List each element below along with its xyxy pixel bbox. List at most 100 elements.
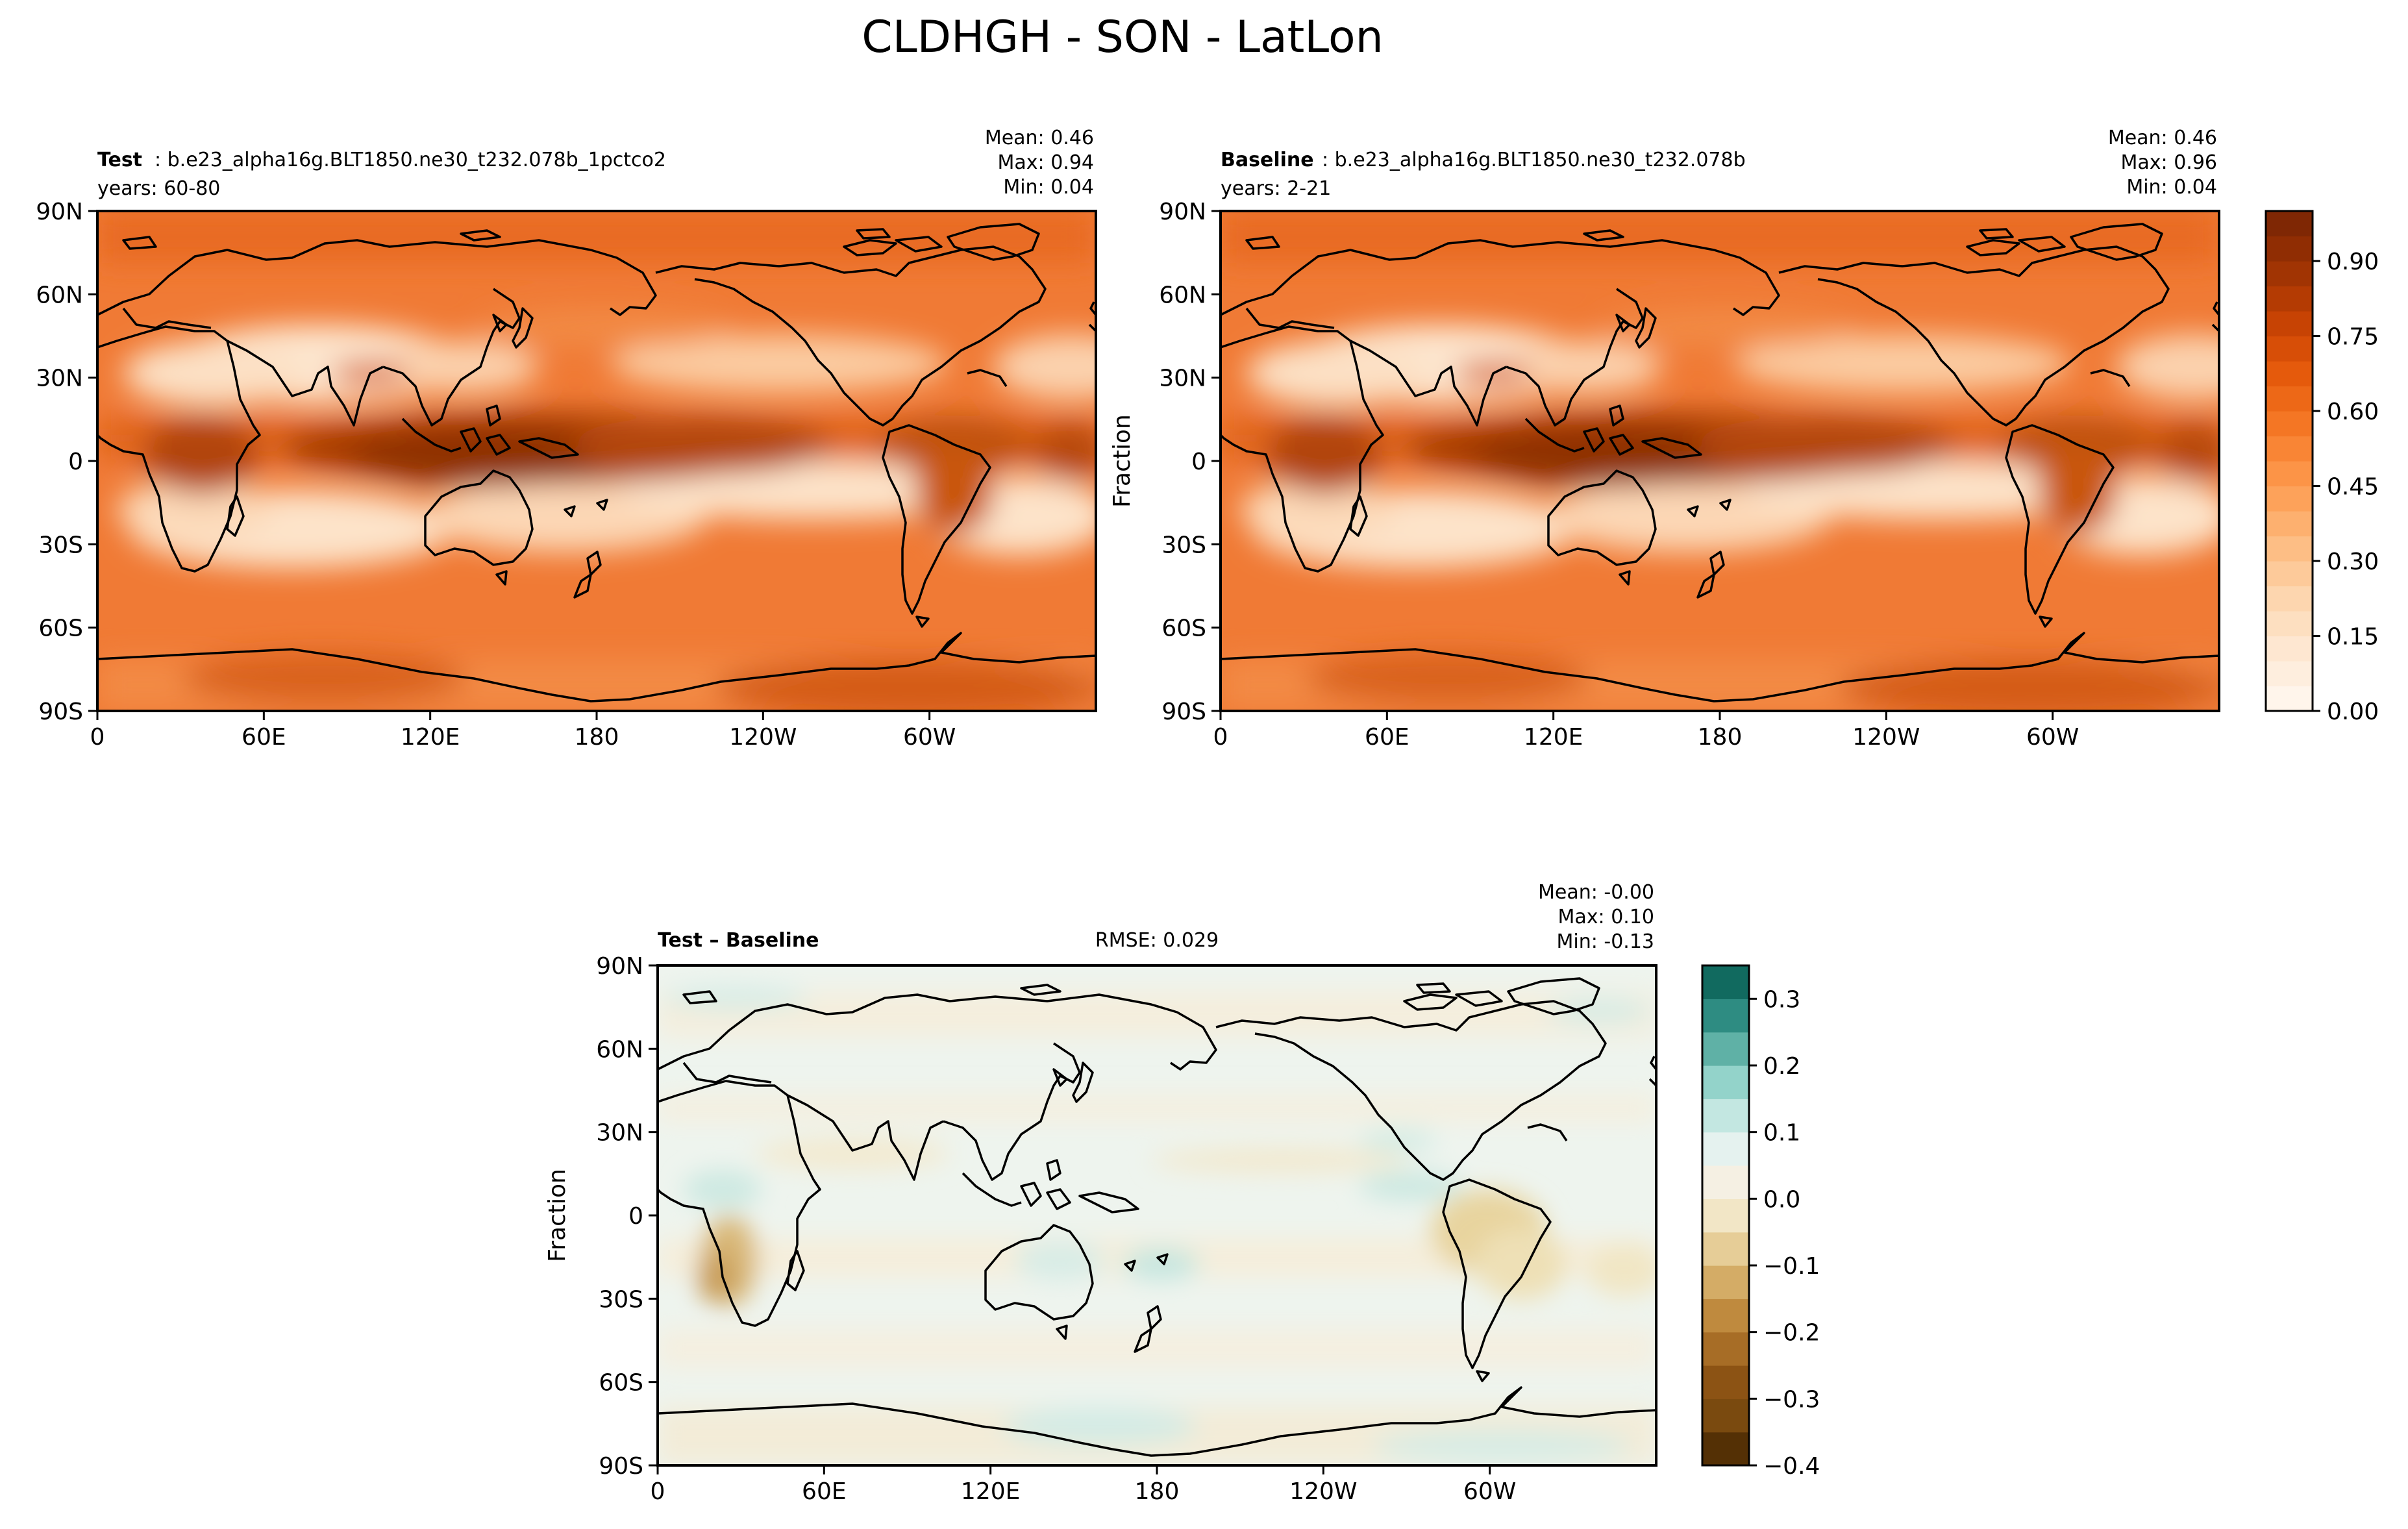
colorbar-oranges-level (2266, 686, 2313, 712)
panel-diff-xtick-label: 180 (1135, 1478, 1180, 1505)
colorbar-brbg-level (1702, 1299, 1749, 1333)
colorbar-oranges-level (2266, 661, 2313, 687)
panel-test-years: years: 60-80 (97, 177, 220, 200)
panel-diff-ylabel: Fraction (544, 1169, 571, 1262)
colorbar-brbg-level (1702, 1365, 1749, 1399)
panel-baseline-xtick-label: 120W (1852, 724, 1920, 751)
colorbar-brbg-frame (1701, 964, 1750, 1467)
panel-diff-axes: 0 60E 120E 180 120W 60W 90N 60N 30N 0 30S 60S 90S (596, 953, 1516, 1505)
panel-diff-ytick-label: 30N (596, 1120, 643, 1147)
panel-test-ytick-label: 60N (36, 282, 83, 308)
panel-baseline-ytick-label: 30S (1161, 532, 1206, 558)
colorbar-brbg-tick-label: 0.1 (1763, 1120, 1800, 1147)
colorbar-brbg-level (1702, 965, 1749, 999)
panel-diff-min: Min: -0.13 (1557, 930, 1655, 953)
panel-diff-xtick-label: 120E (961, 1478, 1020, 1505)
colorbar-brbg-level (1702, 1065, 1749, 1099)
panel-diff-xtick-label: 60E (802, 1478, 847, 1505)
colorbar-oranges-tick-label: 0.90 (2327, 249, 2379, 275)
panel-baseline-ytick-label: 90N (1159, 199, 1206, 225)
colorbar-oranges-level (2266, 586, 2313, 612)
colorbar-brbg-level (1702, 1232, 1749, 1266)
colorbar-brbg-level (1702, 1032, 1749, 1066)
panel-test-label-rest: : b.e23_alpha16g.BLT1850.ne30_t232.078b_… (155, 149, 666, 171)
panel-test-ytick-label: 30S (38, 532, 83, 558)
colorbar-brbg-tick-label: 0.0 (1763, 1186, 1800, 1213)
colorbar-oranges-level (2266, 636, 2313, 662)
panel-diff-label: Test – Baseline (658, 929, 819, 952)
colorbar-oranges-tick-label: 0.75 (2327, 324, 2379, 351)
panel-baseline-min: Min: 0.04 (2126, 176, 2217, 199)
colorbar-oranges-level (2266, 236, 2313, 262)
panel-diff-xtick-label: 0 (651, 1478, 665, 1505)
panel-diff-ytick-label: 30S (599, 1286, 643, 1313)
colorbar-brbg-tick-label: 0.3 (1763, 986, 1800, 1013)
figure-title: CLDHGH - SON - LatLon (862, 12, 1383, 63)
panel-baseline-ytick-label: 60S (1161, 615, 1206, 642)
panel-baseline-years: years: 2-21 (1221, 177, 1331, 200)
colorbar-oranges-level (2266, 411, 2313, 437)
panel-baseline-xtick-label: 60W (2026, 724, 2079, 751)
panel-baseline-xtick-label: 180 (1698, 724, 1743, 751)
panel-test-ytick-label: 90N (36, 199, 83, 225)
colorbar-oranges-level (2266, 261, 2313, 287)
colorbar-oranges-level (2266, 461, 2313, 487)
colorbar-brbg-tick-label: 0.2 (1763, 1053, 1800, 1080)
colorbar-brbg-tick-label: −0.2 (1763, 1320, 1820, 1347)
panel-test-ytick-label: 60S (38, 615, 83, 642)
colorbar-brbg-level (1702, 1432, 1749, 1466)
panel-diff-ytick-label: 60N (596, 1036, 643, 1063)
panel-test-min: Min: 0.04 (1003, 176, 1094, 199)
colorbar-oranges-tick-label: 0.60 (2327, 399, 2379, 425)
colorbar-brbg-level (1702, 1165, 1749, 1199)
panel-test-max: Max: 0.94 (998, 151, 1094, 174)
colorbar-oranges-level (2266, 536, 2313, 562)
colorbar-brbg-level (1702, 1199, 1749, 1233)
panel-baseline-ytick-label: 0 (1191, 449, 1206, 475)
panel-test-xtick-label: 0 (90, 724, 105, 751)
colorbar-brbg-tick-label: −0.3 (1763, 1386, 1820, 1413)
colorbar-oranges-level (2266, 361, 2313, 387)
panel-baseline-mean: Mean: 0.46 (2108, 127, 2217, 149)
panel-diff-ytick-label: 60S (599, 1370, 643, 1397)
panel-diff-xtick-label: 60W (1463, 1478, 1516, 1505)
colorbar-brbg-level (1702, 1398, 1749, 1433)
panel-baseline-xtick-label: 60E (1365, 724, 1409, 751)
panel-test-axes: 0 60E 120E 180 120W 60W 90N 60N 30N 0 30S 60S 90S (36, 199, 956, 751)
colorbar-oranges-level (2266, 336, 2313, 362)
panel-baseline-max: Max: 0.96 (2121, 151, 2217, 174)
panel-baseline-xtick-label: 120E (1524, 724, 1583, 751)
panel-baseline-label-rest: : b.e23_alpha16g.BLT1850.ne30_t232.078b (1322, 149, 1746, 171)
colorbar-oranges-tick-label: 0.30 (2327, 549, 2379, 575)
panel-test-ytick-label: 90S (38, 699, 83, 725)
panel-test-xtick-label: 180 (575, 724, 619, 751)
panel-diff-ytick-label: 90S (599, 1453, 643, 1480)
colorbar-brbg-tick-label: −0.4 (1763, 1453, 1820, 1480)
panel-baseline-label-bold: Baseline (1221, 149, 1314, 171)
colorbar-brbg-level (1702, 1265, 1749, 1299)
panel-test-map (97, 211, 1096, 717)
colorbar-oranges-level (2266, 486, 2313, 512)
panel-diff-rmse: RMSE: 0.029 (1095, 929, 1219, 952)
panel-diff-max: Max: 0.10 (1558, 906, 1654, 928)
colorbar-oranges-tick-label: 0.45 (2327, 474, 2379, 501)
panel-baseline-ytick-label: 90S (1161, 699, 1206, 725)
colorbar-oranges-level (2266, 511, 2313, 537)
colorbar-brbg-tick-label: −0.1 (1763, 1253, 1820, 1280)
panel-test-mean: Mean: 0.46 (985, 127, 1094, 149)
panel-diff-ytick-label: 90N (596, 953, 643, 980)
panel-baseline-axes: 0 60E 120E 180 120W 60W 90N 60N 30N 0 30S 60S 90S (1159, 199, 2079, 751)
panel-diff: Test – Baseline RMSE: 0.029 Mean: -0.00 … (544, 881, 1820, 1505)
panel-baseline-xtick-label: 0 (1213, 724, 1228, 751)
panel-baseline-map (1221, 211, 2219, 717)
panel-baseline-ytick-label: 60N (1159, 282, 1206, 308)
colorbar-oranges-level (2266, 386, 2313, 412)
colorbar-oranges: 0.00 0.15 0.30 0.45 0.60 0.75 0.90 (2265, 210, 2379, 725)
colorbar-brbg-level (1702, 1099, 1749, 1133)
panel-test-xtick-label: 60W (903, 724, 956, 751)
colorbar-oranges-level (2266, 436, 2313, 462)
colorbar-oranges-level (2266, 561, 2313, 587)
colorbar-brbg-level (1702, 1132, 1749, 1166)
panel-test-label-bold: Test (97, 149, 142, 171)
